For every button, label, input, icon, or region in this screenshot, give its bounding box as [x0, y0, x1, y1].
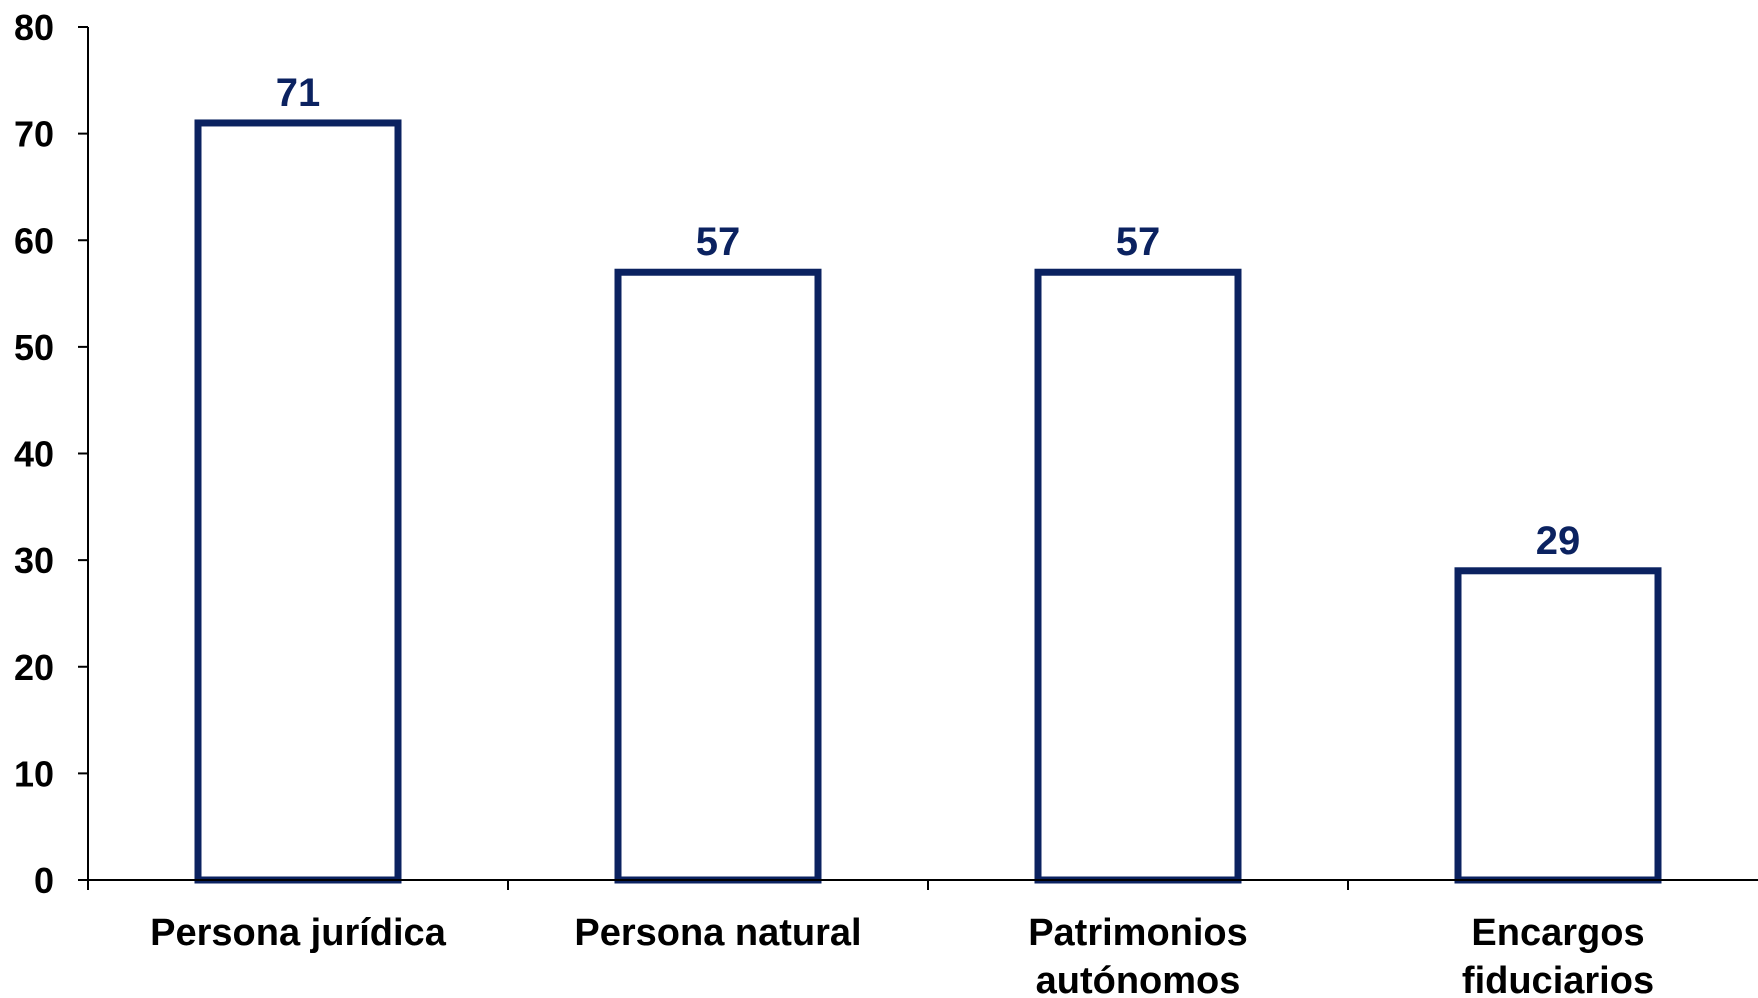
data-label-0: 71 [276, 71, 321, 115]
y-tick-label-7: 70 [14, 114, 54, 155]
y-tick-label-3: 30 [14, 540, 54, 581]
bar-2 [1034, 268, 1242, 884]
axes-layer: 0 10 20 30 40 50 60 70 80 [14, 7, 1758, 901]
category-label-0: Persona jurídica [150, 912, 447, 954]
data-label-1: 57 [696, 220, 741, 264]
category-label-3: Encargos fiduciarios [1462, 912, 1654, 998]
y-tick-label-8: 80 [14, 7, 54, 48]
category-label-2: Patrimonios autónomos [1028, 912, 1248, 998]
y-tick-label-1: 10 [14, 753, 54, 794]
data-label-2: 57 [1116, 220, 1161, 264]
y-tick-label-0: 0 [34, 860, 54, 901]
category-label-1: Persona natural [574, 912, 861, 954]
y-tick-label-5: 50 [14, 327, 54, 368]
y-tick-label-4: 40 [14, 434, 54, 475]
bars-layer [194, 119, 1662, 884]
bar-3 [1454, 567, 1662, 884]
y-tick-label-6: 60 [14, 220, 54, 261]
data-label-3: 29 [1536, 519, 1581, 563]
bar-0 [194, 119, 402, 884]
labels-layer: 71 Persona jurídica 57 Persona natural 57 Pat… [150, 71, 1654, 998]
bar-1 [614, 268, 822, 884]
y-tick-label-2: 20 [14, 647, 54, 688]
